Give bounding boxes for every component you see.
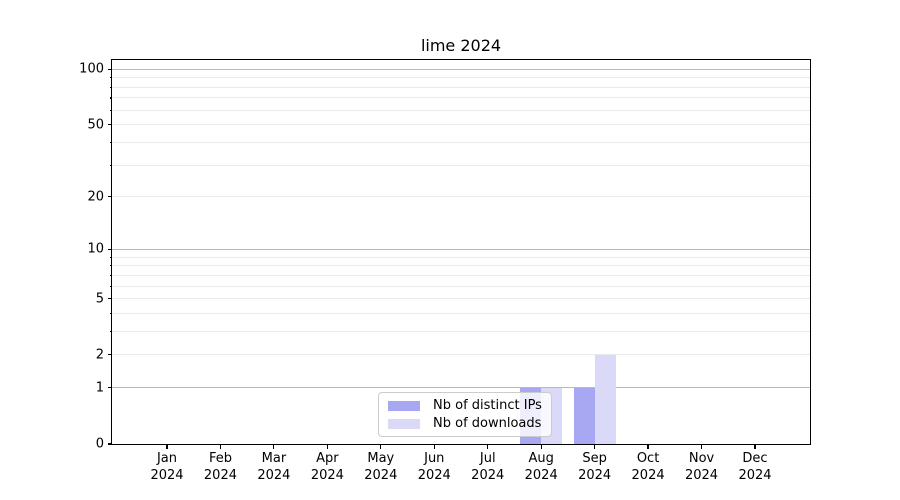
y-tick-label-0: 0 (95, 436, 104, 452)
y-tick-label-2: 2 (95, 347, 104, 363)
legend-entry-nb-of-downloads: Nb of downloads (388, 416, 542, 431)
x-tick-mark-aug-2024 (540, 444, 542, 449)
legend-entry-nb-of-distinct-ips: Nb of distinct IPs (388, 398, 542, 413)
gridline-minor-20 (112, 196, 810, 198)
gridline-minor-3 (112, 330, 810, 332)
gridline-minor-5 (112, 298, 810, 300)
gridline-minor-9 (112, 256, 810, 258)
x-tick-mark-jul-2024 (487, 444, 489, 449)
legend-label: Nb of distinct IPs (433, 398, 542, 413)
y-minor-tick-mark-5 (109, 298, 112, 300)
x-tick-label-jun-2024: Jun 2024 (417, 451, 451, 483)
x-tick-label-feb-2024: Feb 2024 (203, 451, 237, 483)
x-tick-label-dec-2024: Dec 2024 (738, 451, 772, 483)
gridline-minor-7 (112, 274, 810, 276)
x-tick-mark-feb-2024 (219, 444, 222, 449)
x-tick-label-may-2024: May 2024 (364, 451, 398, 483)
y-tick-label-1: 1 (95, 380, 104, 396)
x-tick-mark-oct-2024 (647, 444, 649, 449)
y-minor-tick-mark-7 (109, 274, 112, 276)
y-tick-label-20: 20 (87, 189, 104, 205)
gridline-major-100 (112, 68, 810, 70)
bar-nb-of-distinct-ips-sep-2024 (573, 387, 595, 444)
y-tick-label-10: 10 (87, 241, 104, 257)
y-minor-tick-mark-30 (109, 164, 112, 166)
x-tick-label-jul-2024: Jul 2024 (471, 451, 505, 483)
gridline-minor-90 (112, 77, 810, 79)
y-tick-mark-100 (107, 68, 112, 70)
gridline-minor-70 (112, 97, 810, 99)
y-minor-tick-mark-60 (109, 109, 112, 111)
bar-nb-of-downloads-sep-2024 (594, 354, 616, 444)
y-minor-tick-mark-4 (109, 312, 112, 314)
y-tick-mark-0 (107, 443, 112, 445)
x-tick-mark-mar-2024 (273, 444, 275, 449)
y-minor-tick-mark-80 (109, 86, 112, 88)
y-tick-mark-10 (107, 248, 112, 250)
x-tick-label-oct-2024: Oct 2024 (631, 451, 665, 483)
y-minor-tick-mark-90 (109, 77, 112, 79)
gridline-minor-60 (112, 109, 810, 111)
y-minor-tick-mark-9 (109, 256, 112, 258)
gridline-minor-2 (112, 354, 810, 356)
gridline-minor-80 (112, 86, 810, 88)
y-minor-tick-mark-3 (109, 330, 112, 333)
gridline-minor-40 (112, 141, 810, 143)
x-tick-label-mar-2024: Mar 2024 (257, 451, 291, 483)
y-minor-tick-mark-6 (109, 285, 112, 287)
legend-swatch-icon (388, 418, 420, 429)
gridline-minor-4 (112, 312, 810, 314)
y-tick-label-50: 50 (87, 117, 104, 133)
legend-swatch-icon (388, 400, 420, 411)
gridline-minor-8 (112, 265, 810, 267)
y-minor-tick-mark-8 (109, 265, 112, 267)
x-tick-mark-dec-2024 (754, 444, 756, 449)
gridline-minor-6 (112, 285, 810, 287)
x-tick-mark-jan-2024 (166, 444, 168, 449)
y-minor-tick-mark-70 (109, 97, 112, 99)
y-minor-tick-mark-50 (109, 124, 112, 126)
y-tick-label-100: 100 (79, 61, 104, 77)
x-tick-label-jan-2024: Jan 2024 (150, 451, 184, 483)
x-tick-label-aug-2024: Aug 2024 (524, 451, 558, 483)
chart-title: lime 2024 (420, 36, 502, 55)
x-tick-mark-jun-2024 (433, 444, 435, 449)
x-tick-mark-sep-2024 (594, 444, 596, 449)
y-tick-mark-1 (107, 387, 112, 389)
gridline-minor-50 (112, 124, 810, 126)
legend: Nb of distinct IPs Nb of downloads (378, 392, 552, 437)
y-minor-tick-mark-20 (109, 196, 112, 198)
x-tick-mark-nov-2024 (700, 444, 703, 449)
legend-label: Nb of downloads (433, 416, 542, 431)
gridline-minor-30 (112, 164, 810, 166)
gridline-major-1 (112, 387, 810, 389)
x-tick-label-sep-2024: Sep 2024 (578, 451, 612, 483)
x-tick-mark-apr-2024 (326, 444, 328, 449)
x-tick-label-apr-2024: Apr 2024 (310, 451, 344, 483)
plot-area (111, 59, 811, 445)
y-tick-label-5: 5 (95, 291, 104, 307)
x-tick-label-nov-2024: Nov 2024 (684, 451, 719, 483)
y-minor-tick-mark-2 (109, 354, 112, 356)
x-tick-mark-may-2024 (380, 444, 382, 449)
y-minor-tick-mark-40 (109, 141, 112, 144)
gridline-major-10 (112, 248, 810, 250)
